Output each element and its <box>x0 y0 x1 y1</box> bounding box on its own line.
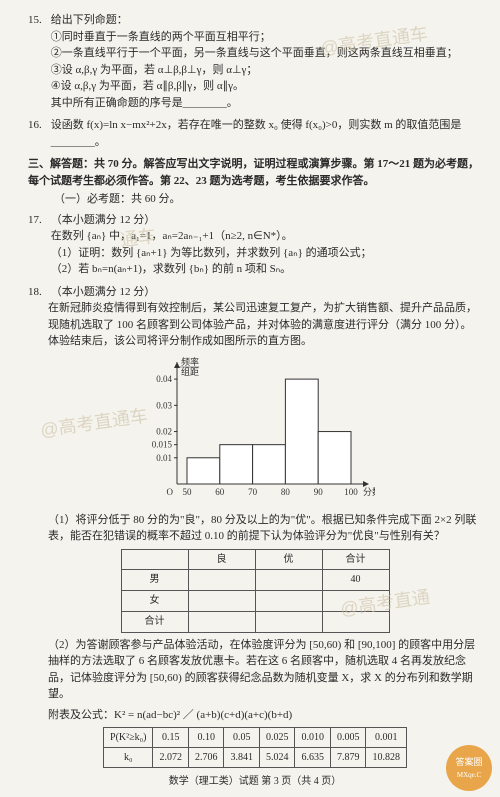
q17-p2: （2）若 bₙ=n(aₙ+1)，求数列 {bₙ} 的前 n 项和 Sₙ。 <box>51 263 291 275</box>
t2-cell: 10.828 <box>366 748 407 768</box>
badge-line2: MXqe.C <box>457 770 481 781</box>
question-15: 15. 给出下列命题： ①同时垂直于一条直线的两个平面互相平行； ②一条直线平行于… <box>28 12 482 111</box>
badge-line1: 答案圈 <box>455 756 482 770</box>
svg-text:50: 50 <box>183 487 193 497</box>
t2-cell: 2.706 <box>188 748 224 768</box>
svg-text:组距: 组距 <box>181 366 199 377</box>
q16-text: 设函数 f(x)=ln x−mx²+2x，若存在唯一的整数 x₀ 使得 f(x₀… <box>51 117 481 150</box>
t1-cell <box>188 611 255 632</box>
answer-badge: 答案圈 MXqe.C <box>446 745 492 791</box>
svg-text:70: 70 <box>248 487 258 497</box>
t2-cell: 3.841 <box>224 748 260 768</box>
svg-text:分数: 分数 <box>363 486 375 497</box>
t2-cell: 6.635 <box>295 748 331 768</box>
q15-item-2: ②一条直线平行于一个平面，另一条直线与这个平面垂直，则这两条直线互相垂直； <box>51 47 458 59</box>
q18-head: （本小题满分 12 分） <box>51 286 156 298</box>
q17-line: 在数列 {aₙ} 中，a₁=1，aₙ=2aₙ₋₁+1（n≥2, n∈N*）。 <box>51 230 293 242</box>
t1-head: 优 <box>255 549 322 569</box>
svg-text:0.01: 0.01 <box>156 452 172 462</box>
svg-text:频率: 频率 <box>181 356 199 367</box>
t1-head: 合计 <box>322 549 389 569</box>
question-16: 16. 设函数 f(x)=ln x−mx²+2x，若存在唯一的整数 x₀ 使得 … <box>28 117 482 150</box>
sec3-sub: （一）必考题：共 60 分。 <box>28 191 482 208</box>
t1-cell <box>255 590 322 611</box>
section-3-title: 三、解答题：共 70 分。解答应写出文字说明，证明过程或演算步骤。第 17～21… <box>28 156 482 189</box>
page-footer: 数学（理工类）试题 第 3 页（共 4 页） <box>28 774 482 789</box>
svg-text:80: 80 <box>281 487 291 497</box>
q18-num: 18. <box>28 284 48 301</box>
t1-cell <box>322 590 389 611</box>
question-17: 17. （本小题满分 12 分） 在数列 {aₙ} 中，a₁=1，aₙ=2aₙ₋… <box>28 212 482 278</box>
t1-cell: 40 <box>322 569 389 590</box>
q18-table2: P(K²≥k₀)0.150.100.050.0250.0100.0050.001… <box>103 727 407 768</box>
t1-cell <box>255 569 322 590</box>
question-18: 18. （本小题满分 12 分） 在新冠肺炎疫情得到有效控制后，某公司迅速复工复… <box>28 284 482 769</box>
t1-cell: 女 <box>121 590 188 611</box>
t1-cell: 合计 <box>121 611 188 632</box>
t2-cell: 5.024 <box>259 748 295 768</box>
t2-cell: 7.879 <box>330 748 366 768</box>
svg-text:0.03: 0.03 <box>156 400 172 410</box>
q16-num: 16. <box>28 117 48 134</box>
q15-item-4: ④设 α,β,γ 为平面，若 α∥β,β∥γ，则 α∥γ。 <box>51 80 244 92</box>
q15-item-3: ③设 α,β,γ 为平面，若 α⊥β,β⊥γ，则 α⊥γ； <box>51 64 258 76</box>
q15-lead: 给出下列命题： <box>51 14 128 26</box>
t1-cell <box>188 590 255 611</box>
svg-text:90: 90 <box>314 487 324 497</box>
t1-cell <box>188 569 255 590</box>
q18-formula: 附表及公式：K² = n(ad−bc)² ／ (a+b)(c+d)(a+c)(b… <box>28 707 482 724</box>
exam-page: @高考直通车通车@高考直通车@高考直通 15. 给出下列命题： ①同时垂直于一条… <box>0 0 500 797</box>
q18-p1: （1）将评分低于 80 分的为"良"，80 分及以上的为"优"。根据已知条件完成… <box>28 512 482 545</box>
t2-cell: k₀ <box>104 748 153 768</box>
svg-text:0.02: 0.02 <box>156 426 172 436</box>
q18-p2: （2）为答谢顾客参与产品体验活动，在体验度评分为 [50,60) 和 [90,1… <box>28 637 482 703</box>
q17-num: 17. <box>28 212 48 229</box>
t1-head <box>121 549 188 569</box>
q17-head: （本小题满分 12 分） <box>51 214 156 226</box>
t1-cell <box>322 611 389 632</box>
t1-cell: 男 <box>121 569 188 590</box>
q15-item-1: ①同时垂直于一条直线的两个平面互相平行； <box>51 31 271 43</box>
q18-para: 在新冠肺炎疫情得到有效控制后，某公司迅速复工复产，为扩大销售额、提升产品品质，现… <box>28 300 482 350</box>
q15-num: 15. <box>28 12 48 29</box>
svg-text:60: 60 <box>215 487 225 497</box>
t2-cell: 2.072 <box>153 748 189 768</box>
q18-histogram: 0.01 0.015 0.02 0.03 0.04 50 60 70 80 90 100 频率组距分数… <box>135 356 375 506</box>
q15-tail: 其中所有正确命题的序号是________。 <box>51 97 238 109</box>
q18-table1: 良优合计男40女合计 <box>121 549 390 633</box>
q17-p1: （1）证明：数列 {aₙ+1} 为等比数列，并求数列 {aₙ} 的通项公式； <box>51 247 372 259</box>
svg-text:O: O <box>167 487 174 497</box>
sec3-title-text: 三、解答题：共 70 分。解答应写出文字说明，证明过程或演算步骤。第 17～21… <box>28 158 479 187</box>
svg-text:0.04: 0.04 <box>156 374 172 384</box>
svg-text:100: 100 <box>344 487 358 497</box>
t1-head: 良 <box>188 549 255 569</box>
t1-cell <box>255 611 322 632</box>
svg-text:0.015: 0.015 <box>152 439 173 449</box>
